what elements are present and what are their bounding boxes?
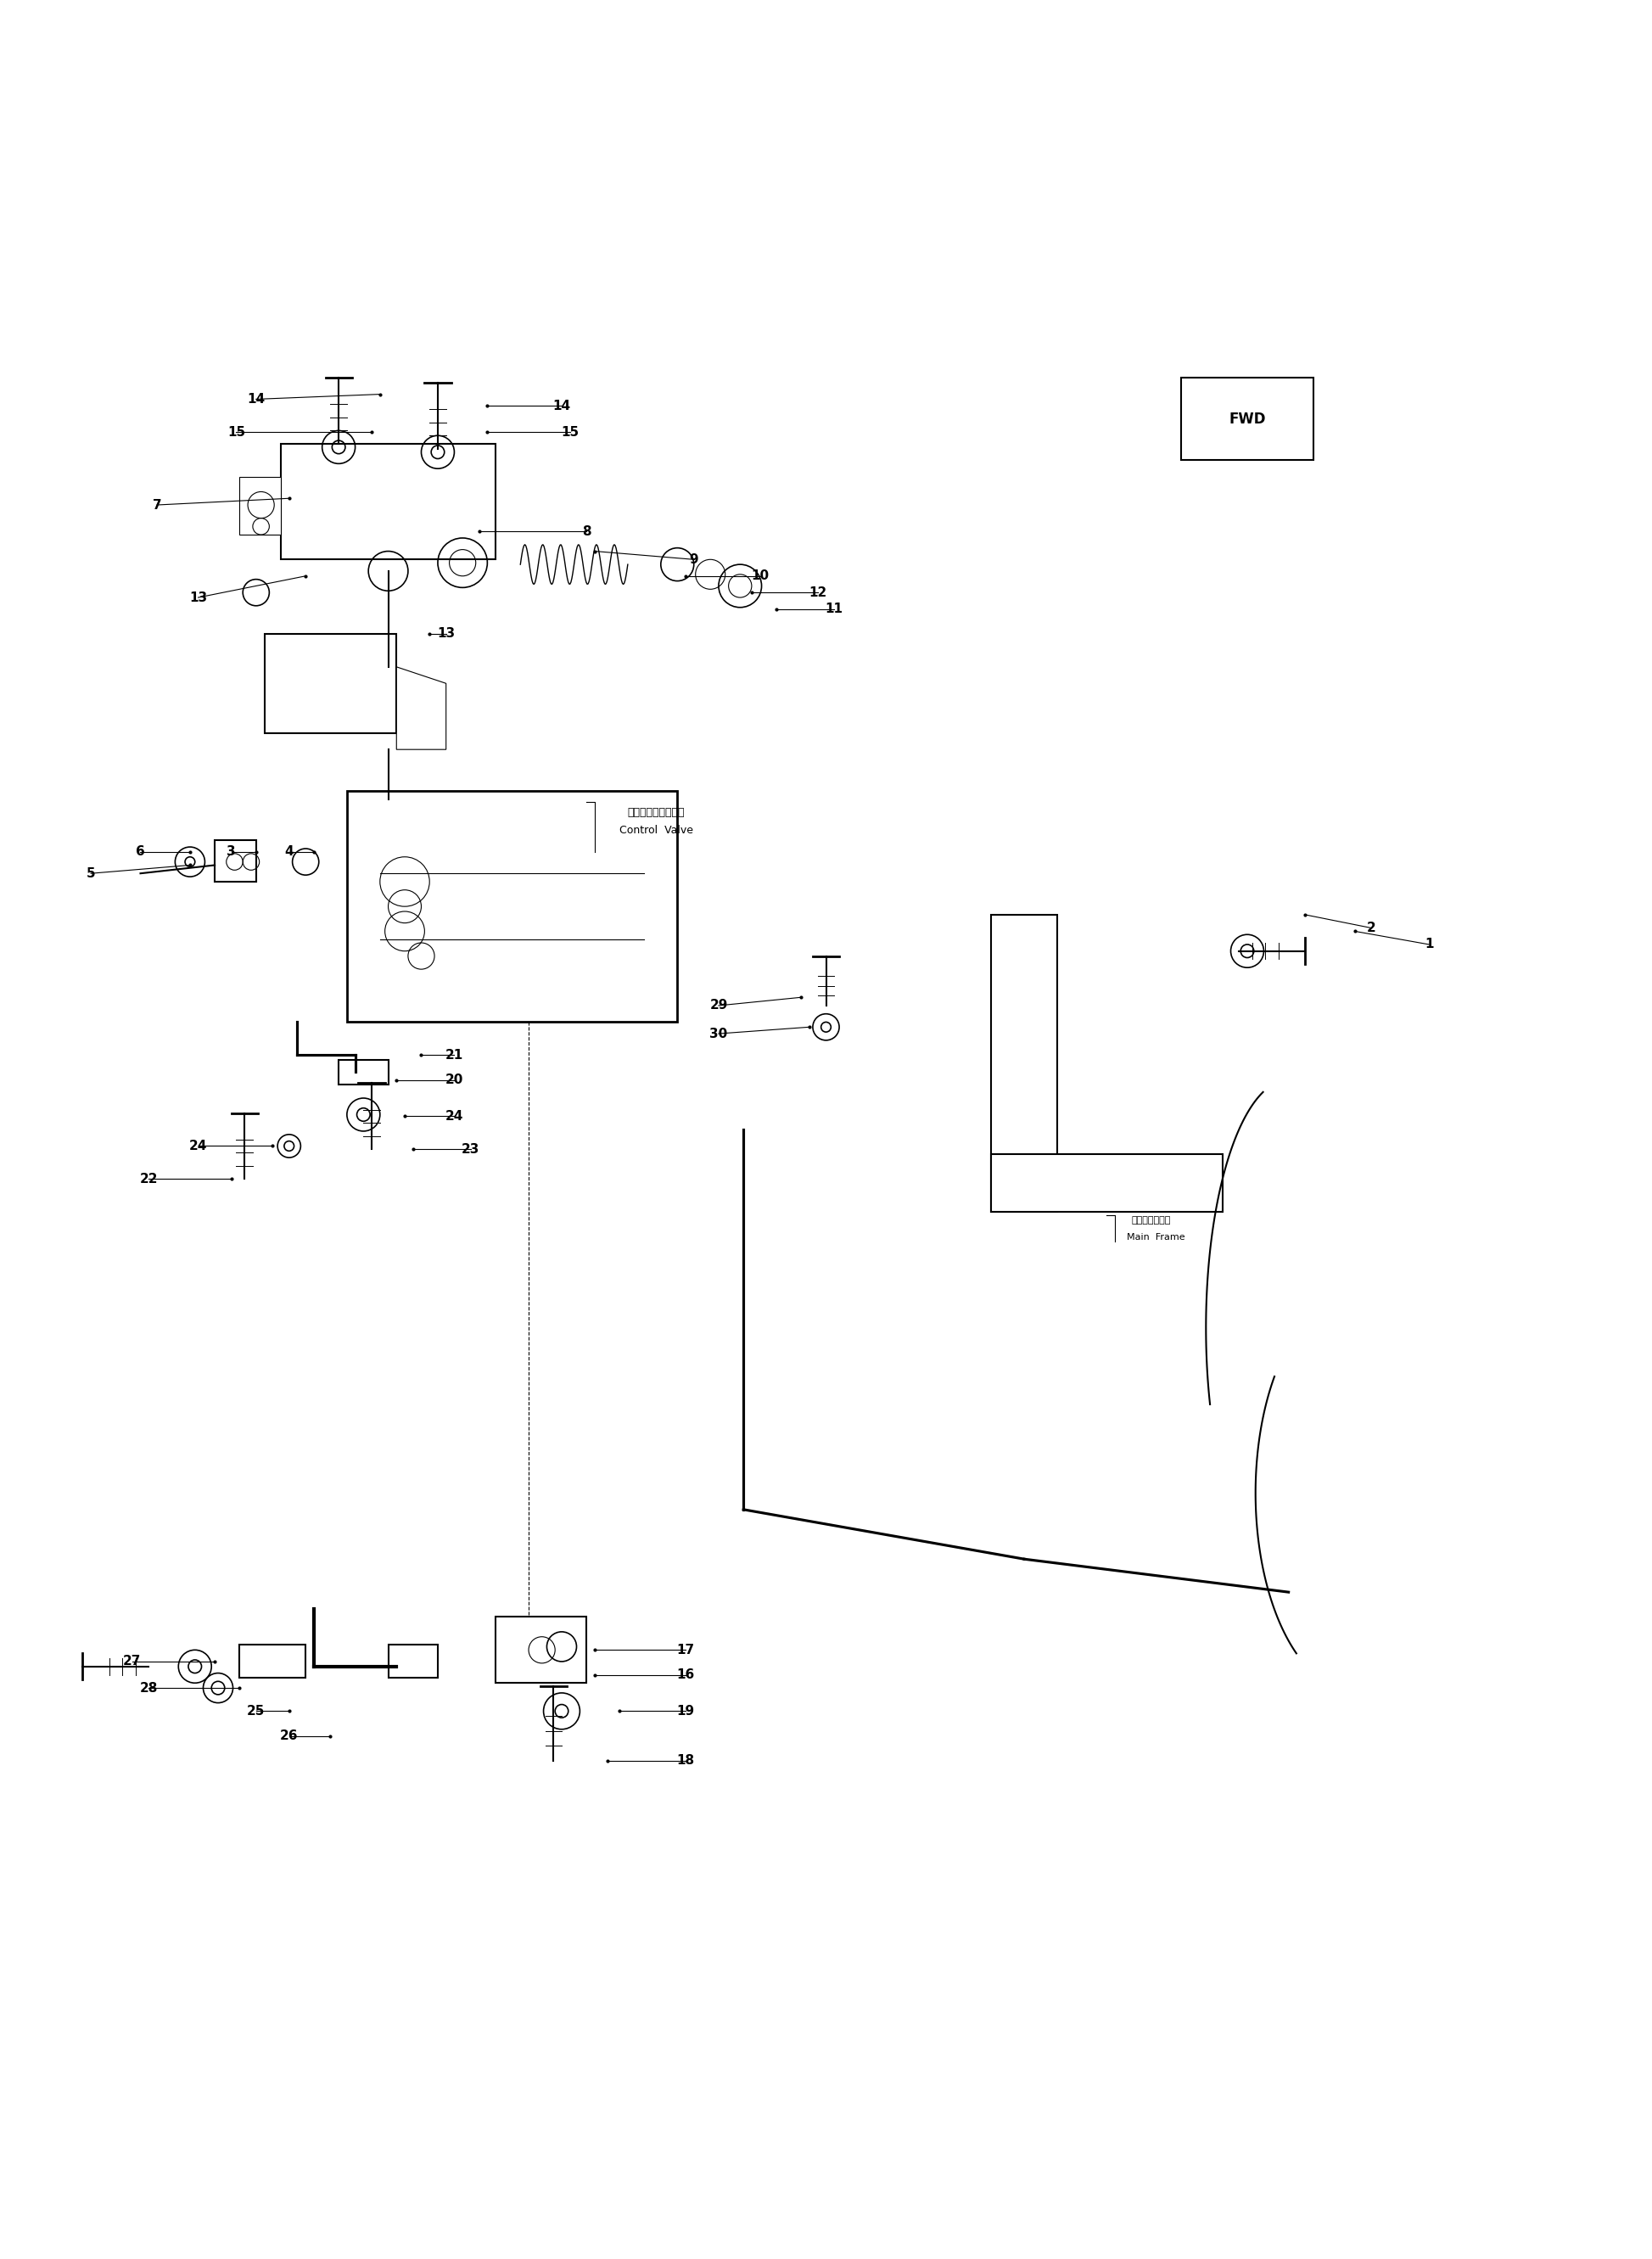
Bar <box>264 635 396 732</box>
Text: 24: 24 <box>190 1139 206 1152</box>
Bar <box>240 1645 306 1678</box>
FancyBboxPatch shape <box>1181 377 1313 461</box>
Text: 1: 1 <box>1424 937 1434 951</box>
Text: 25: 25 <box>248 1706 264 1717</box>
Bar <box>991 1154 1222 1213</box>
Text: 13: 13 <box>190 592 206 603</box>
Polygon shape <box>396 666 446 750</box>
Text: 21: 21 <box>446 1048 463 1062</box>
Text: Main  Frame: Main Frame <box>1127 1233 1184 1240</box>
Text: 14: 14 <box>553 400 570 411</box>
Text: 20: 20 <box>446 1073 463 1087</box>
Text: 23: 23 <box>463 1143 479 1157</box>
Text: 27: 27 <box>124 1656 140 1667</box>
Bar <box>991 915 1057 1213</box>
Bar <box>347 791 677 1021</box>
Text: 8: 8 <box>582 524 591 538</box>
Bar <box>388 1645 438 1678</box>
Text: Control  Valve: Control Valve <box>620 825 694 836</box>
Bar <box>215 840 256 881</box>
Text: 19: 19 <box>677 1706 694 1717</box>
Text: 4: 4 <box>284 845 294 858</box>
Text: 9: 9 <box>689 553 699 565</box>
Text: 3: 3 <box>226 845 236 858</box>
Text: 22: 22 <box>139 1172 159 1186</box>
Text: 10: 10 <box>752 569 768 583</box>
Text: 11: 11 <box>826 603 843 614</box>
Text: 28: 28 <box>140 1681 157 1694</box>
Text: FWD: FWD <box>1229 411 1265 427</box>
Bar <box>496 1617 586 1683</box>
Text: 14: 14 <box>248 393 264 407</box>
Text: 30: 30 <box>710 1028 727 1039</box>
Bar <box>240 477 281 535</box>
Text: 17: 17 <box>677 1645 694 1656</box>
Text: 2: 2 <box>1366 922 1376 935</box>
Text: 29: 29 <box>710 998 727 1012</box>
Bar <box>281 443 496 560</box>
Text: 18: 18 <box>677 1755 694 1767</box>
Bar <box>339 1059 388 1084</box>
Text: コントロールバルブ: コントロールバルブ <box>628 806 686 818</box>
Text: 7: 7 <box>152 499 162 511</box>
Text: 24: 24 <box>446 1109 463 1123</box>
Text: 15: 15 <box>228 427 244 438</box>
Text: 5: 5 <box>86 867 96 879</box>
Text: 26: 26 <box>279 1730 299 1742</box>
Text: メインフレーム: メインフレーム <box>1132 1215 1171 1224</box>
Text: 12: 12 <box>809 585 826 599</box>
Text: 6: 6 <box>135 845 145 858</box>
Text: 16: 16 <box>677 1669 694 1681</box>
Text: 15: 15 <box>562 427 578 438</box>
Text: 13: 13 <box>438 628 454 639</box>
